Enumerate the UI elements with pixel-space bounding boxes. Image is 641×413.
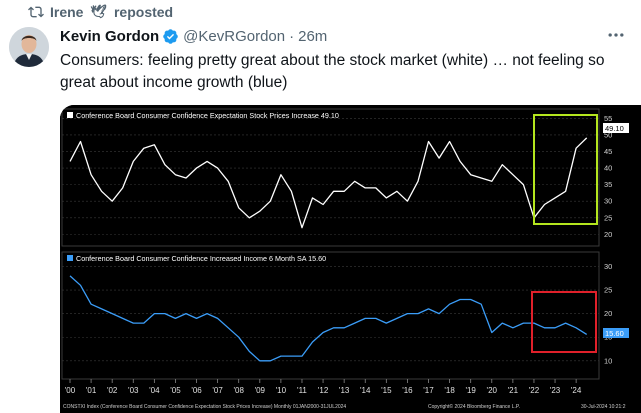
chart-footer-left: CONSTXI Index (Conference Board Consumer… xyxy=(63,404,346,410)
y-tick-label: 10 xyxy=(604,356,612,365)
bottom-last-value-box xyxy=(603,328,629,338)
x-tick-label: '23 xyxy=(550,386,561,395)
tweet-media-chart[interactable]: 55 50 45 40 35 30 25 20 Conference Board Consum… xyxy=(60,105,641,413)
x-tick-label: '10 xyxy=(276,386,287,395)
tweet-header: Kevin Gordon @KevRGordon · 26m xyxy=(60,25,327,47)
chart-footer-middle: Copyright© 2024 Bloomberg Finance L.P. xyxy=(428,403,520,410)
y-tick-label: 30 xyxy=(604,262,612,271)
x-tick-label: '17 xyxy=(423,386,434,395)
x-tick-label: '06 xyxy=(191,386,202,395)
x-tick-label: '15 xyxy=(381,386,392,395)
more-options-icon xyxy=(606,25,626,50)
x-tick-label: '08 xyxy=(233,386,244,395)
y-tick-label: 20 xyxy=(604,309,612,318)
tweet-text: Consumers: feeling pretty great about th… xyxy=(60,52,605,91)
bottom-legend-swatch xyxy=(67,255,73,261)
top-chart-title: Conference Board Consumer Confidence Exp… xyxy=(76,111,339,120)
repost-user[interactable]: Irene xyxy=(50,4,84,20)
x-tick-label: '12 xyxy=(318,386,329,395)
bottom-last-value: 15.60 xyxy=(605,329,624,338)
top-y-ticks: 55 50 45 40 35 30 25 20 xyxy=(604,114,612,239)
x-tick-label: '14 xyxy=(360,386,371,395)
y-tick-label: 20 xyxy=(604,230,612,239)
y-tick-label: 40 xyxy=(604,164,612,173)
green-highlight-box xyxy=(533,114,598,225)
bottom-chart-title: Conference Board Consumer Confidence Inc… xyxy=(76,254,326,263)
author-name[interactable]: Kevin Gordon xyxy=(60,27,160,45)
author-handle[interactable]: @KevRGordon xyxy=(183,27,286,45)
blue-series-line xyxy=(69,275,588,362)
verified-badge-icon[interactable] xyxy=(162,28,179,45)
chart-figure: 55 50 45 40 35 30 25 20 Conference Board Consum… xyxy=(60,105,641,413)
x-tick-label: '02 xyxy=(107,386,118,395)
x-tick-label: '22 xyxy=(529,386,540,395)
x-tick-label: '00 xyxy=(65,386,76,395)
bottom-gridlines xyxy=(62,266,599,362)
avatar[interactable] xyxy=(9,27,49,67)
chart-top-panel xyxy=(61,108,600,247)
x-tick-label: '20 xyxy=(487,386,498,395)
x-tick-label: '11 xyxy=(297,386,307,395)
x-tick-label: '13 xyxy=(339,386,350,395)
x-tick-label: '09 xyxy=(255,386,266,395)
x-tick-label: '03 xyxy=(128,386,139,395)
y-tick-label: 30 xyxy=(604,197,612,206)
more-options-button[interactable] xyxy=(604,27,628,47)
top-last-value-box xyxy=(603,123,629,133)
timestamp[interactable]: 26m xyxy=(298,27,328,45)
chart-footer-right: 30-Jul-2024 10:21:2 xyxy=(581,404,626,410)
y-tick-label: 25 xyxy=(604,213,612,222)
x-tick-label: '24 xyxy=(571,386,582,395)
y-tick-label: 25 xyxy=(604,286,612,295)
repost-indicator[interactable]: Irene 🕊 reposted xyxy=(28,3,173,21)
repost-icon xyxy=(28,4,44,20)
white-series-line xyxy=(69,137,588,229)
x-tick-label: '05 xyxy=(170,386,181,395)
y-tick-label: 35 xyxy=(604,180,612,189)
x-tick-label: '04 xyxy=(149,386,160,395)
x-axis-labels: '00 '01 '02 '03 '04 '05 '06 '07 '08 '09 '10 '11 '12 '… xyxy=(65,379,582,395)
top-legend-swatch xyxy=(67,112,73,118)
x-tick-label: '01 xyxy=(86,386,97,395)
separator-dot: · xyxy=(289,27,295,45)
top-gridlines xyxy=(62,118,599,235)
x-tick-label: '21 xyxy=(508,386,519,395)
x-tick-label: '18 xyxy=(444,386,455,395)
dove-icon: 🕊 xyxy=(90,4,107,19)
top-last-value: 49.10 xyxy=(605,124,624,133)
y-tick-label: 50 xyxy=(604,130,612,139)
chart-bottom-panel xyxy=(61,251,600,380)
x-tick-label: '16 xyxy=(402,386,413,395)
red-highlight-box xyxy=(531,291,597,353)
x-tick-label: '07 xyxy=(212,386,223,395)
repost-label: reposted xyxy=(113,4,174,20)
y-tick-label: 55 xyxy=(604,114,612,123)
x-tick-label: '19 xyxy=(465,386,476,395)
y-tick-label: 45 xyxy=(604,147,612,156)
